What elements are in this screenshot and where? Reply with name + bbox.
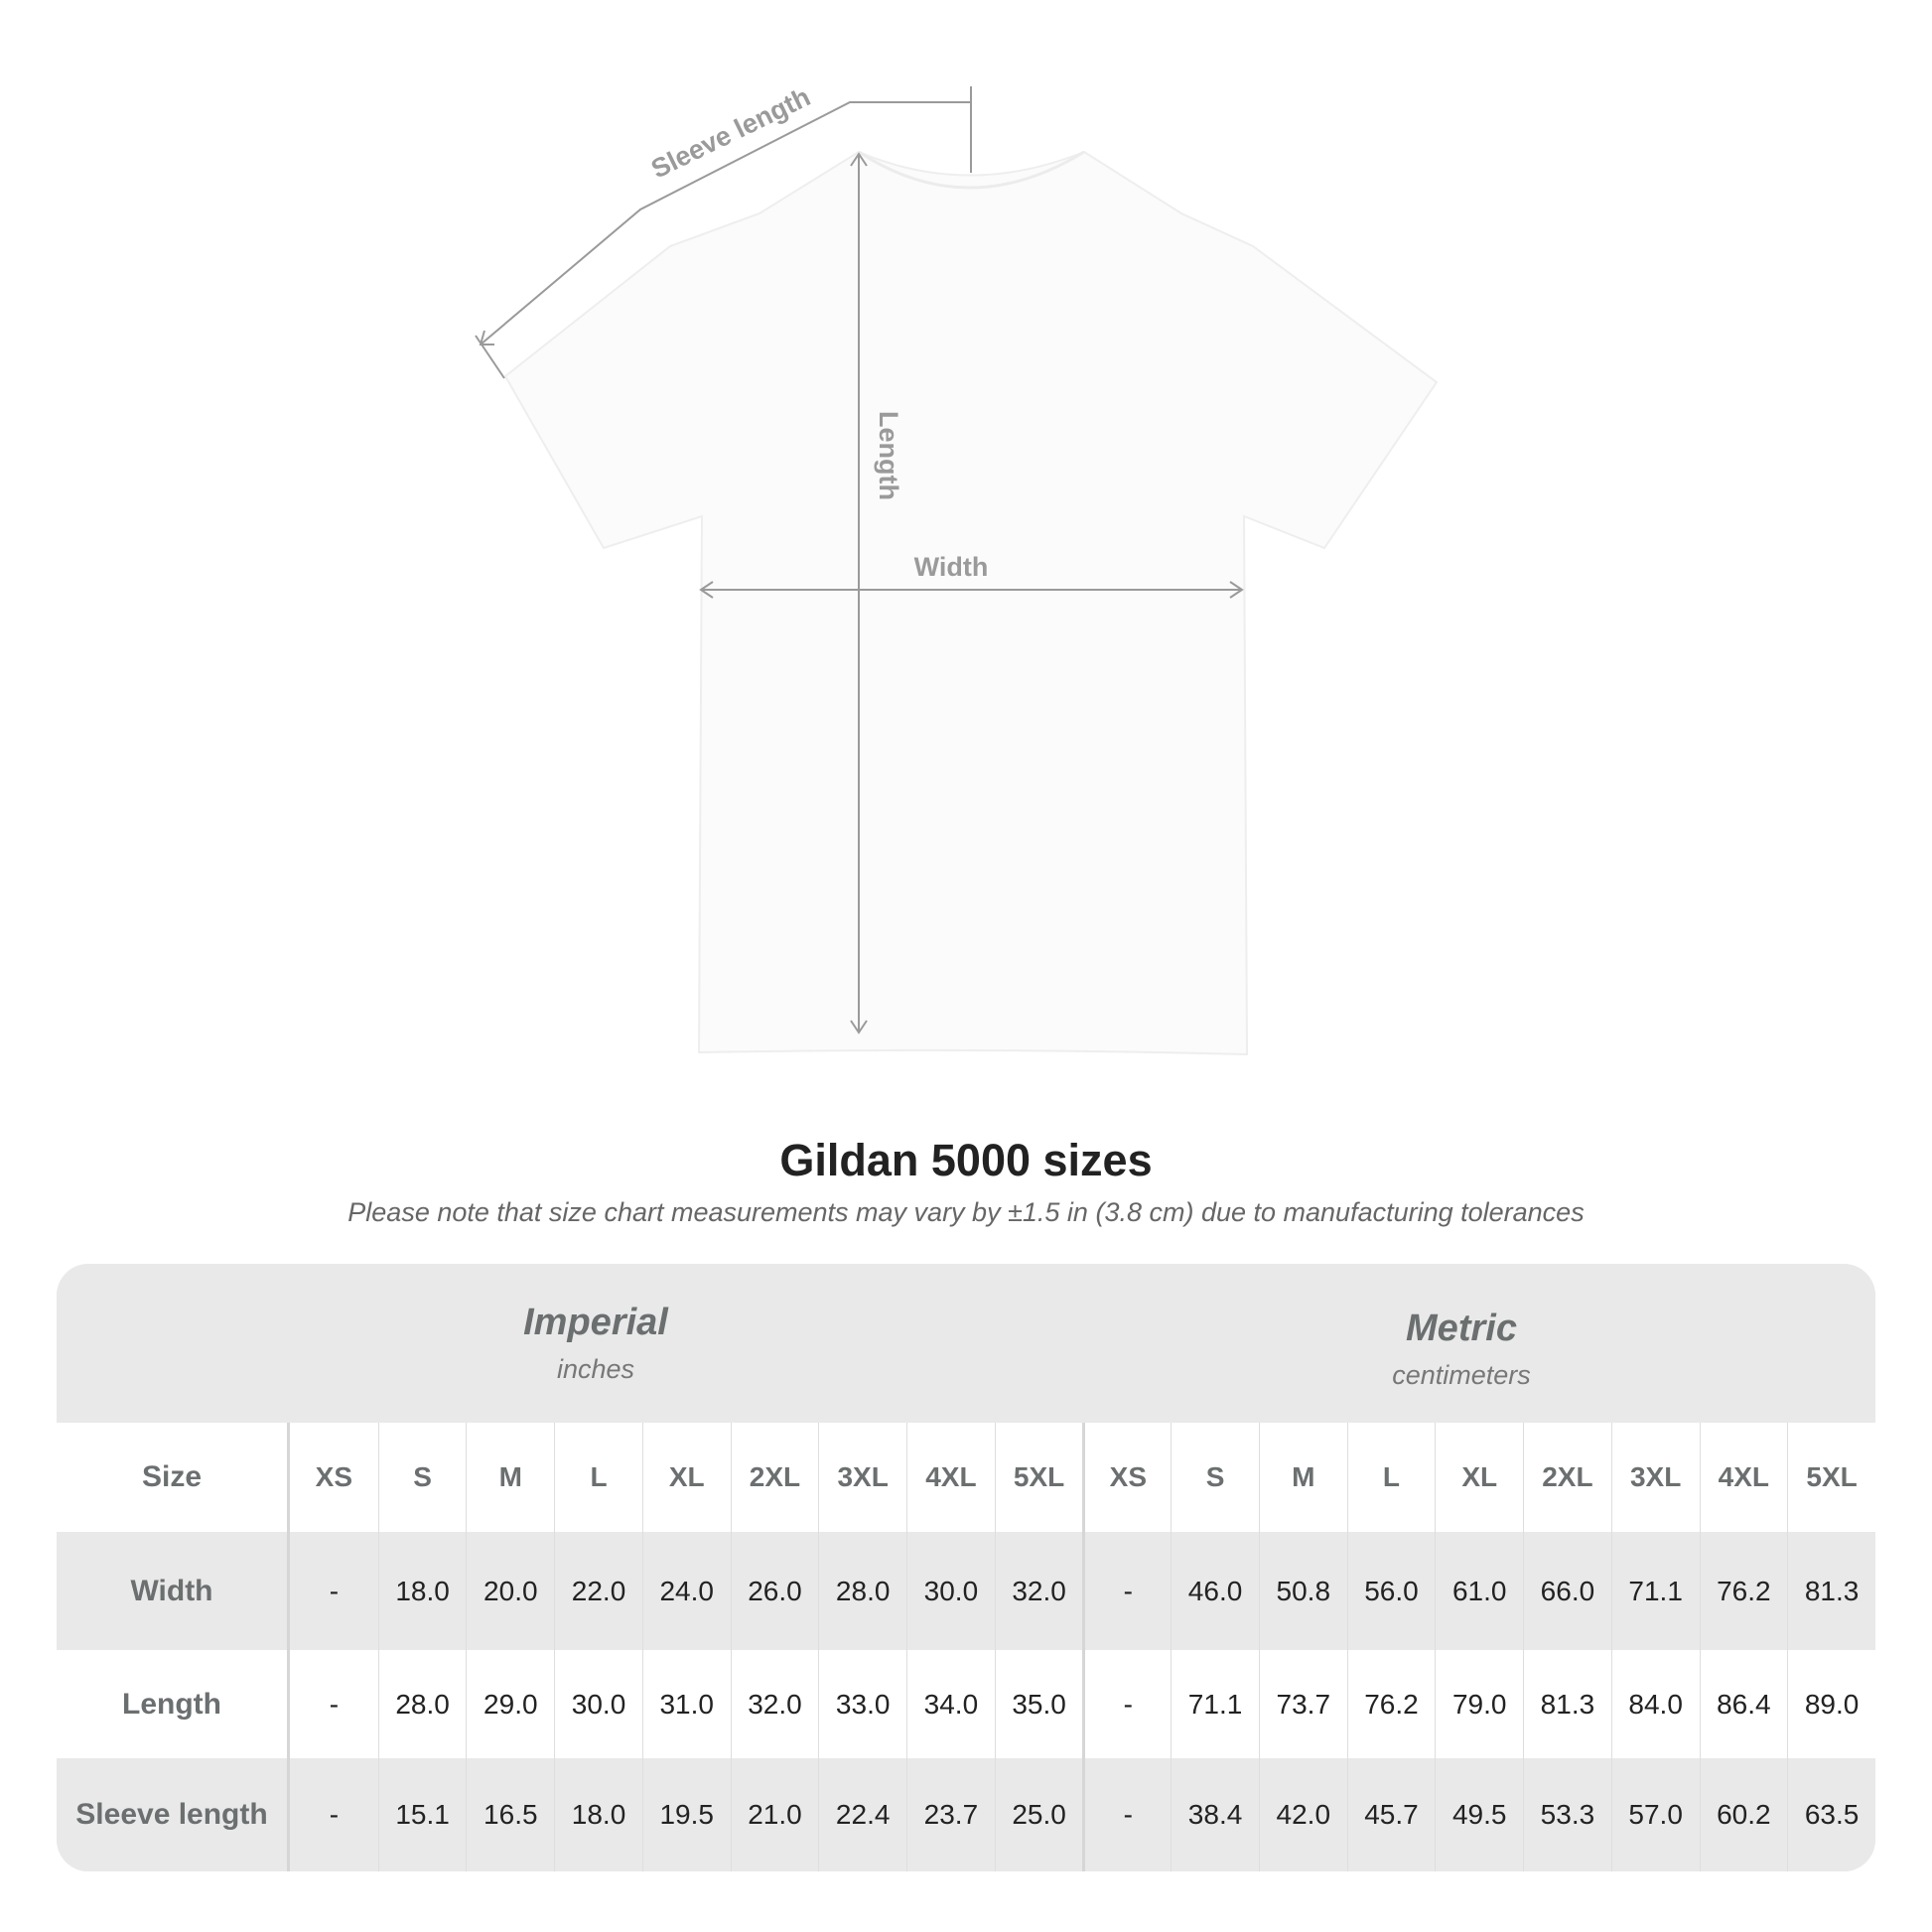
imperial-cell: 28.0 — [818, 1532, 906, 1650]
tshirt-shape — [503, 150, 1439, 1056]
imperial-cell: 16.5 — [466, 1758, 554, 1871]
metric-cell: - — [1082, 1650, 1171, 1758]
metric-cell: 89.0 — [1787, 1650, 1875, 1758]
imperial-cell: - — [329, 1688, 340, 1720]
metric-cell: 61.0 — [1435, 1532, 1523, 1650]
length-label: Length — [874, 411, 903, 500]
tshirt-diagram: Sleeve length Length Width — [475, 81, 1439, 1056]
metric-cell: 53.3 — [1523, 1758, 1611, 1871]
size-header-cell: XS — [315, 1461, 353, 1492]
size-header-cell: 5XL — [1787, 1423, 1875, 1532]
metric-cell: 81.3 — [1787, 1532, 1875, 1650]
imperial-header: Imperial inches — [298, 1302, 894, 1385]
row-label: Size — [57, 1423, 290, 1532]
metric-cell: 81.3 — [1523, 1650, 1611, 1758]
imperial-cell: 30.0 — [906, 1532, 995, 1650]
row-label: Sleeve length — [57, 1758, 290, 1871]
imperial-cell: 23.7 — [906, 1758, 995, 1871]
row-label: Length — [57, 1650, 290, 1758]
imperial-cell: 32.0 — [994, 1532, 1083, 1650]
metric-cell: 60.2 — [1699, 1758, 1788, 1871]
metric-cell: 76.2 — [1346, 1650, 1436, 1758]
size-header-cell: XL — [1435, 1423, 1523, 1532]
metric-cell: - — [1082, 1532, 1171, 1650]
width-label: Width — [914, 552, 989, 582]
size-table: Imperial inches Metric centimeters Size X… — [57, 1264, 1875, 1871]
metric-cell: 79.0 — [1435, 1650, 1523, 1758]
imperial-cell: 33.0 — [818, 1650, 906, 1758]
imperial-cell: 31.0 — [641, 1650, 731, 1758]
imperial-cell: 30.0 — [554, 1650, 642, 1758]
table-row: Sleeve length - 15.1 16.5 18.0 19.5 21.0 22.4 23… — [57, 1758, 1875, 1871]
metric-cell: 71.1 — [1610, 1532, 1700, 1650]
size-header-cell: 2XL — [1523, 1423, 1611, 1532]
tolerance-note: Please note that size chart measurements… — [347, 1197, 1585, 1227]
metric-cell: 49.5 — [1435, 1758, 1523, 1871]
size-header-cell: M — [1258, 1423, 1347, 1532]
size-header-cell: 3XL — [818, 1423, 906, 1532]
imperial-cell: 18.0 — [554, 1758, 642, 1871]
imperial-cell: 29.0 — [466, 1650, 554, 1758]
metric-cell: 50.8 — [1258, 1532, 1347, 1650]
metric-header: Metric centimeters — [1164, 1308, 1759, 1391]
metric-cell: 57.0 — [1610, 1758, 1700, 1871]
metric-cell: 38.4 — [1171, 1758, 1259, 1871]
imperial-cell: 28.0 — [377, 1650, 467, 1758]
metric-cell: 63.5 — [1787, 1758, 1875, 1871]
imperial-cell: - — [329, 1575, 340, 1606]
size-header-cell: XL — [641, 1423, 731, 1532]
metric-cell: - — [1082, 1758, 1171, 1871]
sleeve-arrow — [480, 101, 971, 345]
table-row: Width -18.0 20.0 22.0 24.0 26.0 28.0 30.0 32.0-4… — [57, 1532, 1875, 1650]
metric-cell: 76.2 — [1699, 1532, 1788, 1650]
metric-cell: 56.0 — [1346, 1532, 1436, 1650]
size-header-cell: 3XL — [1610, 1423, 1700, 1532]
metric-cell: 84.0 — [1610, 1650, 1700, 1758]
metric-cell: 46.0 — [1171, 1532, 1259, 1650]
size-header-cell: XS — [1082, 1423, 1171, 1532]
imperial-cell: 18.0 — [377, 1532, 467, 1650]
imperial-cell: 35.0 — [994, 1650, 1083, 1758]
metric-cell: 66.0 — [1523, 1532, 1611, 1650]
imperial-cell: 24.0 — [641, 1532, 731, 1650]
imperial-cell: 32.0 — [730, 1650, 819, 1758]
imperial-cell: 26.0 — [730, 1532, 819, 1650]
imperial-cell: 21.0 — [730, 1758, 819, 1871]
imperial-cell: 25.0 — [994, 1758, 1083, 1871]
size-header-cell: L — [1346, 1423, 1436, 1532]
size-header-cell: S — [1171, 1423, 1259, 1532]
imperial-cell: 34.0 — [906, 1650, 995, 1758]
imperial-unit: inches — [556, 1354, 635, 1384]
table-row: Length -28.0 29.0 30.0 31.0 32.0 33.0 34.0 35.0-… — [57, 1650, 1875, 1758]
size-header-cell: 5XL — [994, 1423, 1083, 1532]
size-header-cell: M — [466, 1423, 554, 1532]
metric-cell: 73.7 — [1258, 1650, 1347, 1758]
unit-header-band: Imperial inches Metric centimeters — [57, 1264, 1875, 1423]
metric-cell: 86.4 — [1699, 1650, 1788, 1758]
imperial-cell: 20.0 — [466, 1532, 554, 1650]
imperial-cell: - — [329, 1799, 340, 1830]
metric-cell: 71.1 — [1171, 1650, 1259, 1758]
size-header-cell: L — [554, 1423, 642, 1532]
page-title: Gildan 5000 sizes — [779, 1135, 1153, 1185]
size-header-cell: S — [377, 1423, 467, 1532]
metric-cell: 42.0 — [1258, 1758, 1347, 1871]
row-label: Width — [57, 1532, 290, 1650]
size-header-cell: 4XL — [1699, 1423, 1788, 1532]
size-header-cell: 2XL — [730, 1423, 819, 1532]
metric-cell: 45.7 — [1346, 1758, 1436, 1871]
imperial-cell: 19.5 — [641, 1758, 731, 1871]
metric-title: Metric — [1406, 1308, 1517, 1349]
imperial-cell: 15.1 — [377, 1758, 467, 1871]
size-header-cell: 4XL — [906, 1423, 995, 1532]
imperial-title: Imperial — [523, 1302, 668, 1343]
imperial-cell: 22.0 — [554, 1532, 642, 1650]
metric-unit: centimeters — [1392, 1360, 1531, 1390]
size-header-row: Size XS S M L XL 2XL 3XL 4XL 5XL XS S M L XL 2XL 3XL 4XL 5… — [57, 1423, 1875, 1532]
imperial-cell: 22.4 — [818, 1758, 906, 1871]
